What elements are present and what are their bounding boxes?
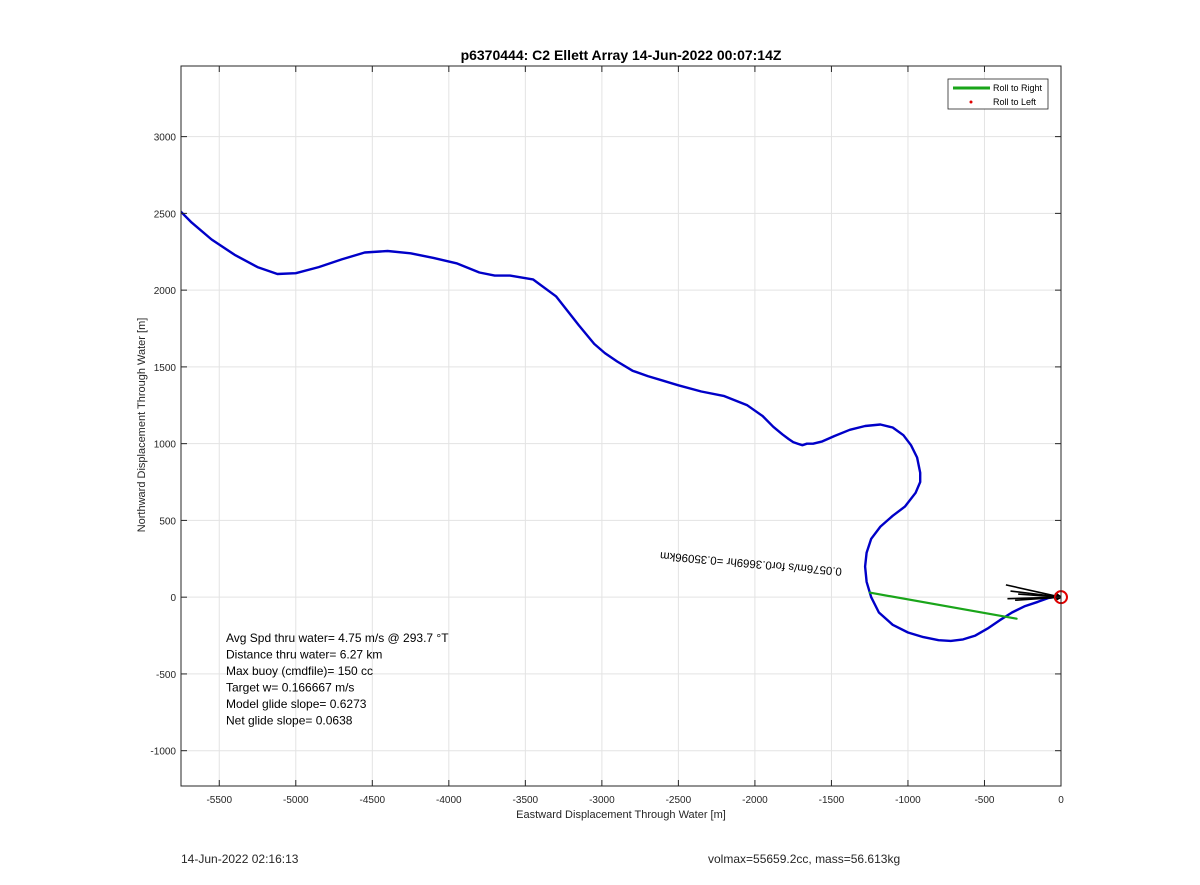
trace-group	[181, 210, 1061, 643]
footer-timestamp: 14-Jun-2022 02:16:13	[181, 852, 299, 866]
x-tick-label: -1000	[895, 795, 921, 806]
tick-labels: -5500 -5000 -4500 -4000 -3500 -3000 -2500 -2000…	[150, 133, 1064, 806]
info-text: Avg Spd thru water= 4.75 m/s @ 293.7 °T D…	[226, 631, 449, 728]
current-annotation: 0.0576m/s for0.3669hr =0.35096km	[660, 549, 843, 577]
glider-track-line	[181, 210, 1061, 643]
y-axis-label: Northward Displacement Through Water [m]	[136, 318, 148, 533]
annotations: 0.0576m/s for0.3669hr =0.35096km	[660, 549, 843, 577]
grid	[181, 66, 1062, 786]
roll-to-right-line	[868, 591, 1018, 620]
y-tick-label: 2500	[154, 209, 177, 220]
x-tick-label: -5500	[206, 795, 232, 806]
footer-volmax-mass: volmax=55659.2cc, mass=56.613kg	[708, 852, 901, 866]
y-tick-label: -1000	[150, 747, 176, 758]
x-tick-label: -2000	[742, 795, 768, 806]
info-line: Target w= 0.166667 m/s	[226, 681, 354, 695]
info-line: Distance thru water= 6.27 km	[226, 648, 382, 662]
y-tick-label: 1000	[154, 440, 177, 451]
y-tick-label: 500	[159, 516, 176, 527]
current-arrow-head	[1054, 593, 1061, 602]
x-tick-label: -5000	[283, 795, 309, 806]
x-tick-label: -1500	[819, 795, 845, 806]
chart-title: p6370444: C2 Ellett Array 14-Jun-2022 00…	[461, 47, 782, 63]
y-tick-label: 3000	[154, 133, 177, 144]
info-line: Avg Spd thru water= 4.75 m/s @ 293.7 °T	[226, 631, 449, 645]
info-line: Max buoy (cmdfile)= 150 cc	[226, 664, 373, 678]
x-tick-label: -4500	[360, 795, 386, 806]
legend-label: Roll to Left	[993, 97, 1037, 107]
x-tick-label: -500	[974, 795, 994, 806]
x-tick-label: -3000	[589, 795, 615, 806]
y-tick-label: 2000	[154, 286, 177, 297]
legend-label: Roll to Right	[993, 83, 1043, 93]
axes-box	[180, 65, 1062, 787]
x-tick-label: -3500	[513, 795, 539, 806]
y-tick-label: 0	[170, 593, 176, 604]
current-arrow	[1005, 584, 1061, 598]
legend: Roll to Right Roll to Left	[947, 78, 1049, 110]
x-tick-label: 0	[1058, 795, 1064, 806]
y-tick-label: -500	[156, 670, 176, 681]
current-arrow	[1015, 596, 1061, 602]
legend-box	[947, 78, 1049, 110]
x-axis-label: Eastward Displacement Through Water [m]	[516, 809, 726, 821]
info-line: Model glide slope= 0.6273	[226, 697, 367, 711]
ticks	[181, 66, 1062, 786]
legend-swatch-dot	[969, 100, 973, 104]
traces	[181, 210, 1068, 643]
x-tick-label: -2500	[666, 795, 692, 806]
x-tick-label: -4000	[436, 795, 462, 806]
y-tick-label: 1500	[154, 363, 177, 374]
info-line: Net glide slope= 0.0638	[226, 714, 353, 728]
